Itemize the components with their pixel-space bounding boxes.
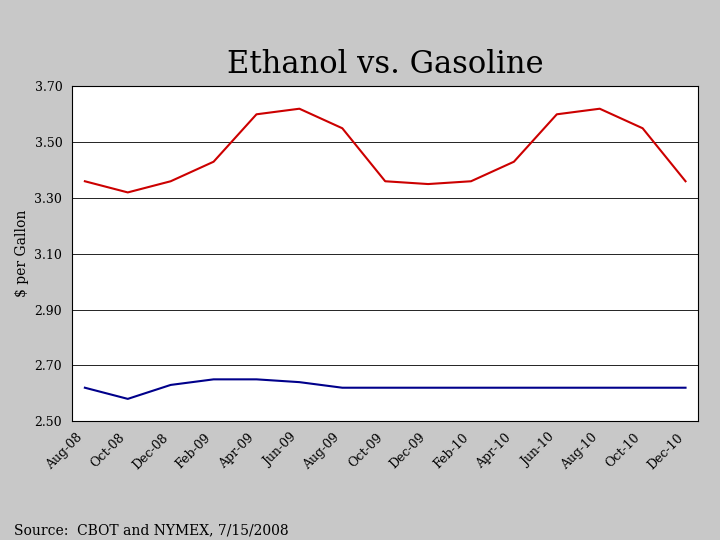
Ethanol [166, 382, 175, 388]
Ethanol [595, 384, 604, 391]
Title: Ethanol vs. Gasoline: Ethanol vs. Gasoline [227, 49, 544, 79]
Gasoline [123, 189, 132, 195]
Line: Ethanol: Ethanol [85, 379, 685, 399]
Ethanol [381, 384, 390, 391]
Ethanol [295, 379, 304, 386]
Ethanol [510, 384, 518, 391]
Ethanol [467, 384, 475, 391]
Gasoline [81, 178, 89, 185]
Gasoline [295, 105, 304, 112]
Ethanol [123, 396, 132, 402]
Gasoline [424, 181, 433, 187]
Ethanol [639, 384, 647, 391]
Gasoline [338, 125, 346, 132]
Y-axis label: $ per Gallon: $ per Gallon [15, 210, 29, 298]
Line: Gasoline: Gasoline [85, 109, 685, 192]
Gasoline [552, 111, 561, 118]
Gasoline [252, 111, 261, 118]
Ethanol [338, 384, 346, 391]
Gasoline [681, 178, 690, 185]
Ethanol [210, 376, 218, 382]
Ethanol [552, 384, 561, 391]
Gasoline [166, 178, 175, 185]
Gasoline [210, 159, 218, 165]
Ethanol [252, 376, 261, 382]
Text: Source:  CBOT and NYMEX, 7/15/2008: Source: CBOT and NYMEX, 7/15/2008 [14, 523, 289, 537]
Gasoline [467, 178, 475, 185]
Gasoline [510, 159, 518, 165]
Ethanol [81, 384, 89, 391]
Ethanol [424, 384, 433, 391]
Gasoline [595, 105, 604, 112]
Gasoline [639, 125, 647, 132]
Gasoline [381, 178, 390, 185]
Ethanol [681, 384, 690, 391]
